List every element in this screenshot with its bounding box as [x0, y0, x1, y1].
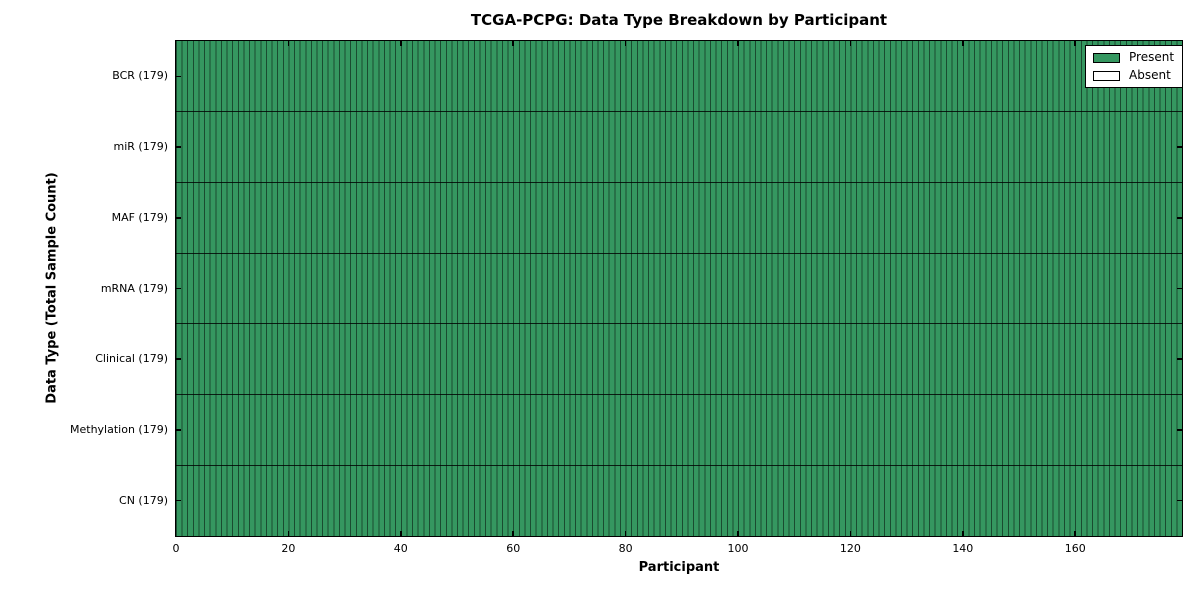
row-separator	[176, 394, 1182, 396]
legend-label-present: Present	[1129, 50, 1175, 64]
row-separator	[176, 252, 1182, 254]
x-tick-mark	[512, 41, 514, 46]
y-tick-mark	[176, 429, 181, 431]
x-tick-mark	[287, 41, 290, 46]
y-tick-mark	[1177, 499, 1182, 502]
x-tick-label: 100	[727, 542, 749, 555]
x-tick-label: 140	[952, 542, 974, 555]
y-tick-mark	[176, 358, 181, 360]
x-tick-mark	[1074, 41, 1076, 46]
chart-title: TCGA-PCPG: Data Type Breakdown by Partic…	[470, 11, 888, 29]
row-separator	[176, 323, 1182, 325]
y-tick-label: CN (179)	[119, 493, 168, 507]
x-tick-label: 20	[281, 542, 296, 555]
x-tick-mark	[624, 531, 627, 536]
y-tick-label: Clinical (179)	[95, 352, 168, 366]
x-tick-label: 60	[506, 542, 521, 555]
x-tick-mark	[1074, 531, 1076, 536]
legend: Present Absent	[1085, 45, 1184, 88]
row-separator	[176, 464, 1182, 466]
y-tick-mark	[176, 146, 181, 148]
x-tick-mark	[400, 531, 402, 536]
y-tick-label: miR (179)	[113, 140, 169, 154]
absent-swatch-icon	[1093, 70, 1120, 81]
row-separator	[176, 181, 1182, 183]
y-tick-mark	[1177, 217, 1182, 219]
x-tick-mark	[737, 531, 739, 536]
y-tick-mark	[176, 217, 181, 219]
x-tick-mark	[849, 531, 852, 536]
x-tick-mark	[512, 531, 514, 536]
x-tick-mark	[287, 531, 290, 536]
y-tick-mark	[176, 75, 181, 78]
y-axis-label: Data Type (Total Sample Count)	[44, 172, 60, 404]
x-tick-label: 0	[172, 542, 180, 555]
x-tick-mark	[624, 41, 627, 46]
x-tick-mark	[849, 41, 852, 46]
y-tick-label: MAF (179)	[111, 210, 168, 224]
y-tick-label: mRNA (179)	[100, 281, 168, 295]
y-tick-mark	[1177, 146, 1182, 148]
y-tick-mark	[176, 287, 181, 290]
present-swatch-icon	[1093, 52, 1120, 63]
y-tick-mark	[1177, 358, 1182, 360]
y-tick-mark	[1177, 287, 1182, 290]
x-tick-mark	[737, 41, 739, 46]
x-tick-mark	[400, 41, 402, 46]
y-tick-label: BCR (179)	[112, 69, 168, 83]
x-tick-mark	[962, 41, 964, 46]
x-tick-label: 120	[839, 542, 861, 555]
legend-label-absent: Absent	[1129, 68, 1171, 82]
plot-area	[175, 40, 1183, 537]
y-tick-mark	[176, 499, 181, 502]
x-tick-label: 40	[393, 542, 408, 555]
x-tick-label: 160	[1064, 542, 1086, 555]
y-tick-mark	[1177, 429, 1182, 431]
x-tick-mark	[962, 531, 964, 536]
row-separator	[176, 111, 1182, 113]
legend-entry-present: Present	[1093, 51, 1174, 64]
x-axis-label: Participant	[638, 560, 720, 575]
x-tick-label: 80	[618, 542, 633, 555]
legend-entry-absent: Absent	[1093, 69, 1174, 82]
y-tick-label: Methylation (179)	[70, 422, 168, 436]
